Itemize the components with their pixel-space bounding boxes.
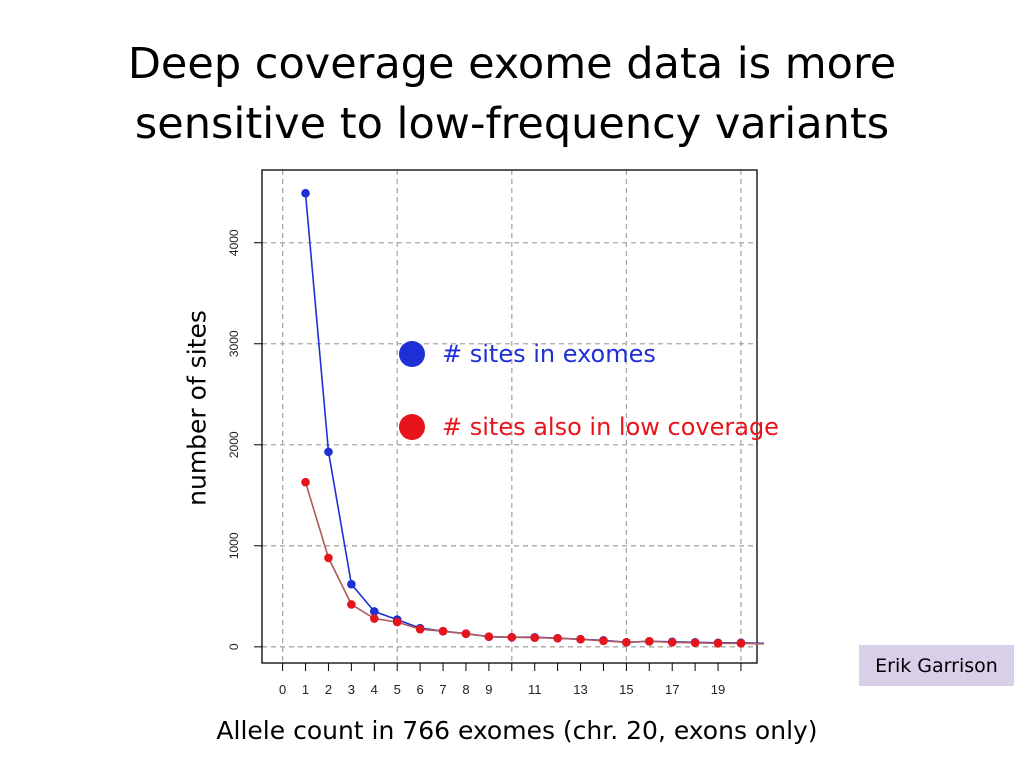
data-point-low-coverage bbox=[324, 553, 333, 563]
legend-item-low-coverage: # sites also in low coverage bbox=[399, 413, 779, 441]
x-tick-label: 1 bbox=[302, 682, 309, 697]
data-point-low-coverage bbox=[507, 632, 517, 642]
data-point-exomes bbox=[369, 607, 379, 616]
x-tick-label: 8 bbox=[462, 682, 469, 697]
data-point-low-coverage bbox=[736, 639, 746, 648]
credit-badge: Erik Garrison bbox=[859, 645, 1014, 686]
y-tick-label: 1000 bbox=[227, 532, 241, 559]
x-tick-label: 17 bbox=[665, 682, 679, 697]
data-point-low-coverage bbox=[415, 624, 425, 634]
data-point-low-coverage bbox=[530, 633, 540, 643]
data-point-low-coverage bbox=[347, 600, 356, 609]
legend-marker-low-coverage bbox=[399, 414, 425, 440]
slide-title: Deep coverage exome data is more sensiti… bbox=[0, 34, 1024, 154]
data-point-low-coverage bbox=[622, 637, 631, 647]
x-tick-label: 5 bbox=[394, 682, 401, 697]
x-axis-label: Allele count in 766 exomes (chr. 20, exo… bbox=[216, 716, 818, 745]
axes: 0 1000 2000 3000 4000 0 1 2 3 4 5 6 7 8 9 11 13 15 17 19 bbox=[227, 229, 742, 697]
x-tick-label: 19 bbox=[711, 682, 725, 697]
data-point-low-coverage bbox=[576, 634, 585, 644]
data-point-low-coverage bbox=[667, 637, 677, 647]
legend-label-low-coverage: # sites also in low coverage bbox=[442, 413, 779, 441]
x-tick-label: 6 bbox=[417, 682, 424, 697]
legend-marker-exomes bbox=[399, 341, 425, 367]
data-point-low-coverage bbox=[644, 636, 654, 646]
x-tick-label: 7 bbox=[439, 682, 446, 697]
y-tick-label: 2000 bbox=[227, 431, 241, 458]
grid bbox=[262, 170, 757, 663]
plot-frame bbox=[261, 169, 758, 664]
data-point-low-coverage bbox=[713, 639, 723, 648]
data-point-low-coverage bbox=[690, 638, 700, 648]
x-tick-label: 11 bbox=[528, 682, 542, 697]
x-tick-label: 2 bbox=[325, 682, 332, 697]
data-point-low-coverage bbox=[461, 629, 471, 639]
x-tick-label: 4 bbox=[371, 682, 378, 697]
data-point-low-coverage bbox=[392, 617, 402, 627]
title-line-2: sensitive to low-frequency variants bbox=[134, 99, 890, 149]
y-axis-label: number of sites bbox=[182, 310, 212, 506]
x-tick-label: 9 bbox=[485, 682, 492, 697]
data-point-low-coverage bbox=[553, 633, 562, 643]
data-point-low-coverage bbox=[369, 614, 379, 623]
title-line-1: Deep coverage exome data is more bbox=[127, 39, 897, 89]
x-tick-label: 13 bbox=[573, 682, 587, 697]
data-point-exomes bbox=[324, 447, 333, 457]
data-point-exomes bbox=[301, 188, 310, 198]
y-tick-label: 3000 bbox=[227, 330, 241, 357]
x-tick-label: 15 bbox=[619, 682, 633, 697]
data-point-low-coverage bbox=[438, 626, 448, 636]
data-point-low-coverage bbox=[484, 632, 494, 642]
legend-label-exomes: # sites in exomes bbox=[442, 340, 656, 368]
data-point-low-coverage bbox=[301, 477, 310, 487]
y-tick-label: 0 bbox=[227, 643, 241, 650]
y-tick-label: 4000 bbox=[227, 229, 241, 256]
data-point-low-coverage bbox=[599, 636, 608, 646]
x-tick-label: 0 bbox=[279, 682, 286, 697]
data-point-exomes bbox=[347, 579, 356, 589]
series bbox=[301, 188, 764, 648]
x-tick-label: 3 bbox=[348, 682, 355, 697]
legend-item-exomes: # sites in exomes bbox=[399, 340, 656, 368]
